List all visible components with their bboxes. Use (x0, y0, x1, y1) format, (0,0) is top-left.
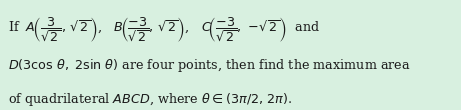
Text: If  $A\!\left(\dfrac{3}{\sqrt{2}},\,\sqrt{2}\right)$,   $B\!\left(\dfrac{-3}{\sq: If $A\!\left(\dfrac{3}{\sqrt{2}},\,\sqrt… (8, 16, 320, 45)
Text: of quadrilateral $ABCD$, where $\theta\in(3\pi/2,\,2\pi)$.: of quadrilateral $ABCD$, where $\theta\i… (8, 91, 293, 107)
Text: $D(3\cos\,\theta,\;2\sin\,\theta)$ are four points, then find the maximum area: $D(3\cos\,\theta,\;2\sin\,\theta)$ are f… (8, 58, 411, 74)
